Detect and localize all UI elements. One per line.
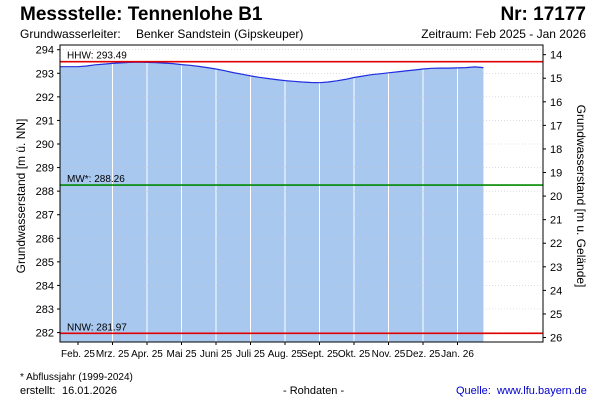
x-tick-label: Dez. 25 [406,349,441,360]
footnote: * Abflussjahr (1999-2024) [20,372,133,383]
nnw-label: NNW: 281.97 [67,322,127,333]
x-tick-label: Jan. 26 [441,349,474,360]
period-label: Zeitraum: Feb 2025 - Jan 2026 [421,27,586,41]
y-tick-label-left: 282 [36,328,54,340]
y-tick-label-left: 291 [36,115,54,127]
y-tick-label-right: 22 [550,238,562,250]
x-tick-label: Okt. 25 [338,349,371,360]
y-tick-label-left: 293 [36,68,54,80]
source-label: Quelle: [456,385,491,397]
y-tick-label-right: 15 [550,73,562,85]
source-link[interactable]: www.lfu.bayern.de [497,385,587,397]
created-label: erstellt: [20,385,56,397]
y-tick-label-left: 290 [36,139,54,151]
y-axis-left: 282 283 284 285 286 287 288 289 290 291 292 293 294 [36,45,60,340]
x-tick-label: Aug. 25 [268,349,303,360]
hhw-label: HHW: 293.49 [67,51,127,62]
y-axis-left-title: Grundwasserstand [m ü. NN] [14,119,28,274]
y-axis-right: 14 15 16 17 18 19 20 21 22 23 24 25 26 [543,50,562,345]
mw-label: MW*: 288.26 [67,174,125,185]
x-tick-label: Nov. 25 [372,349,406,360]
station-number: Nr: 17177 [500,4,586,25]
x-tick-label: Mai 25 [166,349,196,360]
x-tick-label: Juli 25 [236,349,265,360]
y-axis-right-title: Grundwasserstand [m u. Gelände] [574,105,588,288]
y-tick-label-left: 294 [36,45,54,57]
y-tick-label-left: 288 [36,186,54,198]
y-tick-label-left: 284 [36,280,54,292]
y-tick-label-left: 283 [36,304,54,316]
vertical-grid [112,45,458,342]
y-tick-label-right: 19 [550,168,562,180]
created-date: 16.01.2026 [62,385,118,397]
y-tick-label-left: 286 [36,233,54,245]
y-tick-label-right: 16 [550,97,562,109]
x-tick-label: Mrz. 25 [96,349,130,360]
y-tick-label-right: 17 [550,120,562,132]
x-tick-label: Juni 25 [200,349,233,360]
y-tick-label-left: 285 [36,257,54,269]
y-tick-label-right: 14 [550,50,562,62]
y-tick-label-left: 292 [36,92,54,104]
rohdaten-label: - Rohdaten - [283,385,345,397]
y-tick-label-right: 21 [550,215,562,227]
aquifer-value: Benker Sandstein (Gipskeuper) [136,27,304,41]
y-tick-label-right: 23 [550,262,562,274]
plot-frame [59,44,544,343]
aquifer-label: Grundwasserleiter: [20,27,121,41]
y-tick-label-right: 20 [550,191,562,203]
y-tick-label-right: 24 [550,285,562,297]
y-tick-label-right: 18 [550,144,562,156]
horizontal-grid [60,49,543,333]
reference-lines: HHW: 293.49 MW*: 288.26 NNW: 281.97 [60,51,543,335]
groundwater-area [60,62,484,342]
y-tick-label-left: 287 [36,210,54,222]
x-tick-label: Sept. 25 [301,349,339,360]
y-tick-label-left: 289 [36,163,54,175]
page-title: Messstelle: Tennenlohe B1 [20,4,263,25]
x-tick-label: Feb. 25 [61,349,95,360]
x-axis: Feb. 25 Mrz. 25 Apr. 25 Mai 25 Juni 25 Juli 2… [61,342,474,360]
y-tick-label-right: 25 [550,309,562,321]
y-tick-label-right: 26 [550,333,562,345]
x-tick-label: Apr. 25 [131,349,163,360]
